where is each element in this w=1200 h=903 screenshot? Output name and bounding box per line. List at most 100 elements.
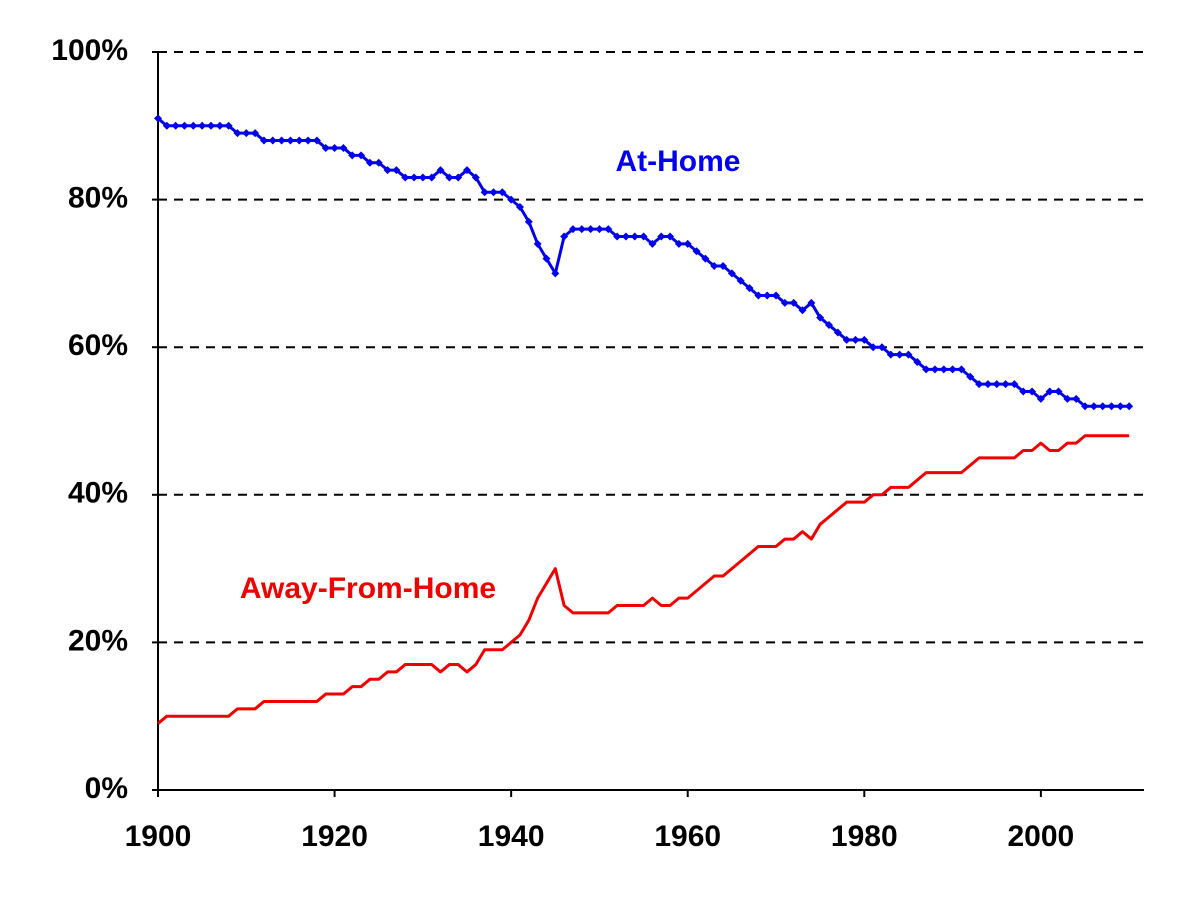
- point-marker: [304, 136, 313, 145]
- point-marker: [992, 380, 1001, 389]
- point-marker: [1045, 387, 1054, 396]
- point-marker: [1098, 402, 1107, 411]
- point-marker: [595, 225, 604, 234]
- point-marker: [383, 166, 392, 175]
- point-marker: [957, 365, 966, 374]
- point-marker: [807, 298, 816, 307]
- point-marker: [710, 262, 719, 271]
- point-marker: [674, 239, 683, 248]
- point-marker: [480, 188, 489, 197]
- point-marker: [1054, 387, 1063, 396]
- point-marker: [418, 173, 427, 182]
- y-tick-label: 20%: [68, 624, 128, 657]
- point-marker: [348, 151, 357, 160]
- point-marker: [463, 166, 472, 175]
- point-marker: [886, 350, 895, 359]
- point-marker: [1107, 402, 1116, 411]
- point-marker: [754, 291, 763, 300]
- point-marker: [736, 276, 745, 285]
- point-marker: [683, 239, 692, 248]
- point-marker: [551, 269, 560, 278]
- point-marker: [816, 313, 825, 322]
- point-marker: [515, 202, 524, 211]
- point-marker: [277, 136, 286, 145]
- point-marker: [745, 284, 754, 293]
- y-tick-label: 60%: [68, 329, 128, 362]
- point-marker: [489, 188, 498, 197]
- point-marker: [524, 217, 533, 226]
- point-marker: [727, 269, 736, 278]
- series-label: At-Home: [616, 145, 741, 178]
- point-marker: [1089, 402, 1098, 411]
- point-marker: [966, 372, 975, 381]
- point-marker: [860, 335, 869, 344]
- x-tick-label: 2000: [1008, 820, 1075, 853]
- point-marker: [295, 136, 304, 145]
- point-marker: [948, 365, 957, 374]
- point-marker: [498, 188, 507, 197]
- y-tick-label: 0%: [85, 772, 128, 805]
- point-marker: [719, 262, 728, 271]
- point-marker: [824, 321, 833, 330]
- x-tick-label: 1920: [301, 820, 368, 853]
- point-marker: [877, 343, 886, 352]
- point-marker: [436, 166, 445, 175]
- point-marker: [842, 335, 851, 344]
- y-tick-label: 80%: [68, 182, 128, 215]
- point-marker: [630, 232, 639, 241]
- point-marker: [189, 121, 198, 130]
- point-marker: [339, 143, 348, 152]
- point-marker: [851, 335, 860, 344]
- x-tick-label: 1940: [478, 820, 545, 853]
- point-marker: [162, 121, 171, 130]
- point-marker: [533, 239, 542, 248]
- point-marker: [1010, 380, 1019, 389]
- point-marker: [392, 166, 401, 175]
- point-marker: [657, 232, 666, 241]
- point-marker: [913, 357, 922, 366]
- point-marker: [983, 380, 992, 389]
- point-marker: [613, 232, 622, 241]
- point-marker: [1001, 380, 1010, 389]
- point-marker: [215, 121, 224, 130]
- point-marker: [321, 143, 330, 152]
- point-marker: [1019, 387, 1028, 396]
- point-marker: [586, 225, 595, 234]
- point-marker: [374, 158, 383, 167]
- point-marker: [975, 380, 984, 389]
- point-marker: [1072, 394, 1081, 403]
- point-marker: [471, 173, 480, 182]
- point-marker: [666, 232, 675, 241]
- point-marker: [577, 225, 586, 234]
- point-marker: [604, 225, 613, 234]
- point-marker: [233, 129, 242, 138]
- y-tick-label: 100%: [51, 34, 128, 67]
- x-tick-label: 1900: [125, 820, 192, 853]
- point-marker: [445, 173, 454, 182]
- point-marker: [206, 121, 215, 130]
- point-marker: [939, 365, 948, 374]
- point-marker: [1116, 402, 1125, 411]
- point-marker: [763, 291, 772, 300]
- point-marker: [507, 195, 516, 204]
- point-marker: [242, 129, 251, 138]
- point-marker: [542, 254, 551, 263]
- point-marker: [312, 136, 321, 145]
- series-line: [157, 434, 1130, 725]
- point-marker: [259, 136, 268, 145]
- y-tick-label: 40%: [68, 477, 128, 510]
- point-marker: [427, 173, 436, 182]
- point-marker: [895, 350, 904, 359]
- point-marker: [180, 121, 189, 130]
- point-marker: [833, 328, 842, 337]
- point-marker: [1125, 402, 1134, 411]
- point-marker: [930, 365, 939, 374]
- point-marker: [401, 173, 410, 182]
- point-marker: [286, 136, 295, 145]
- point-marker: [1036, 394, 1045, 403]
- point-marker: [780, 298, 789, 307]
- point-marker: [798, 306, 807, 315]
- point-marker: [701, 254, 710, 263]
